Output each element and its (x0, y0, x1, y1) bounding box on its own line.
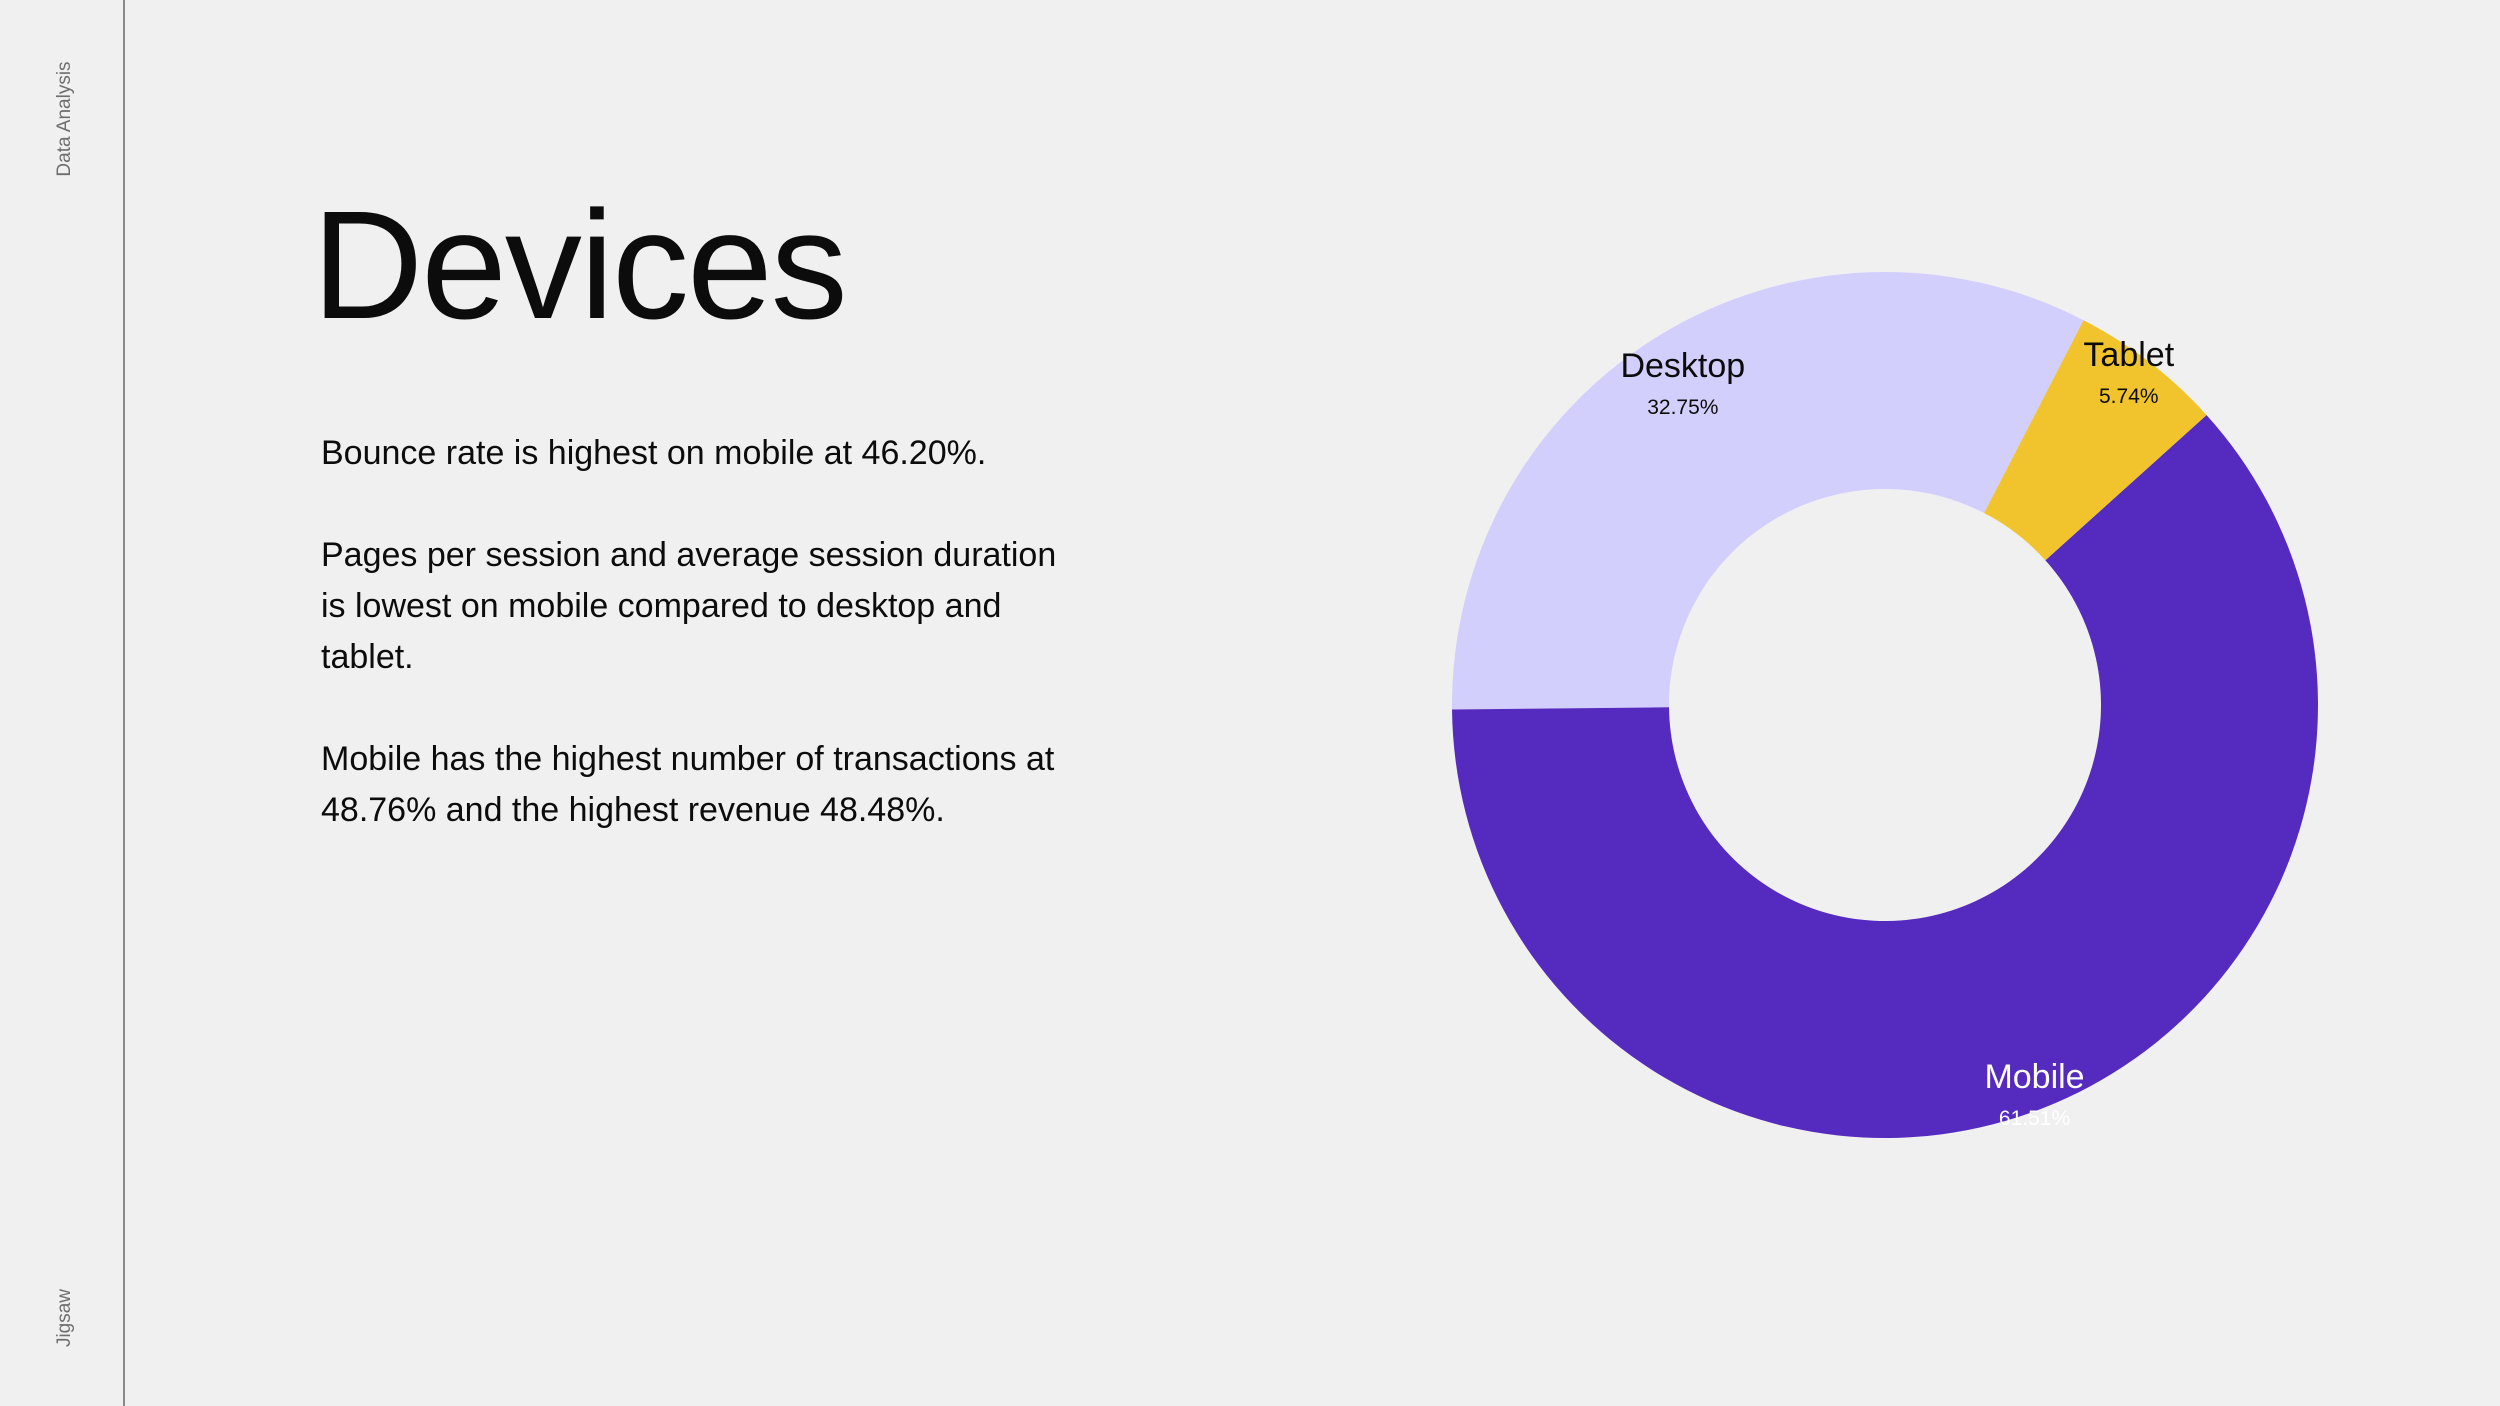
insights-text: Bounce rate is highest on mobile at 46.2… (321, 428, 1081, 887)
slice-value-mobile: 61.51% (1999, 1107, 2070, 1130)
insight-paragraph-3: Mobile has the highest number of transac… (321, 740, 1055, 829)
page-title: Devices (312, 179, 848, 351)
slice-desktop (1452, 271, 2084, 710)
sidebar-divider (123, 0, 125, 1406)
slice-label-mobile: Mobile (1984, 1058, 2084, 1096)
donut-slices (1452, 271, 2318, 1138)
donut-labels: Desktop 32.75% Tablet 5.74% Mobile 61.51% (1620, 336, 2174, 1130)
slice-mobile (1452, 415, 2318, 1138)
insight-paragraph-1: Bounce rate is highest on mobile at 46.2… (321, 434, 987, 472)
slice-value-tablet: 5.74% (2099, 385, 2159, 408)
slice-label-desktop: Desktop (1620, 347, 1745, 385)
slice-tablet (1984, 320, 2207, 561)
slice-value-desktop: 32.75% (1647, 396, 1718, 419)
slice-label-tablet: Tablet (2083, 336, 2174, 374)
insight-paragraph-2: Pages per session and average session du… (321, 536, 1057, 676)
